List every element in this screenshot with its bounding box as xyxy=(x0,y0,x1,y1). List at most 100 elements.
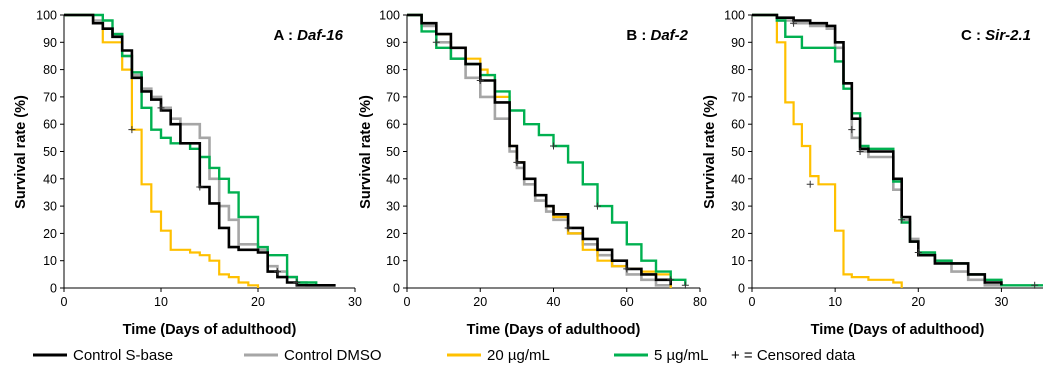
panel-title-gene: Sir-2.1 xyxy=(985,27,1031,44)
y-tick-label: 60 xyxy=(731,118,745,132)
panel-a-x-axis-label: Time (Days of adulthood) xyxy=(123,322,297,338)
censored-marker xyxy=(898,216,906,224)
x-tick-label: 20 xyxy=(251,295,265,309)
panel-a-title: A : Daf-16 xyxy=(274,27,344,44)
panel-a-y-axis-label: Survival rate (%) xyxy=(13,95,29,209)
y-tick-label: 0 xyxy=(738,282,745,296)
y-tick-label: 90 xyxy=(386,36,400,50)
y-tick-label: 80 xyxy=(43,63,57,77)
panel-b-y-axis-label: Survival rate (%) xyxy=(358,95,374,209)
y-tick-label: 70 xyxy=(731,90,745,104)
y-tick-label: 60 xyxy=(43,118,57,132)
y-tick-label: 80 xyxy=(386,63,400,77)
y-tick-label: 70 xyxy=(386,90,400,104)
y-tick-label: 10 xyxy=(386,254,400,268)
legend-censored-note: + = Censored data xyxy=(731,347,856,364)
censored-marker xyxy=(196,183,204,191)
y-tick-label: 40 xyxy=(386,172,400,186)
x-tick-label: 10 xyxy=(828,295,842,309)
panel-b-series-5-ug-ml xyxy=(407,13,687,286)
x-tick-label: 10 xyxy=(154,295,168,309)
censored-marker xyxy=(128,126,136,134)
panel-title-prefix: B : xyxy=(626,27,650,44)
y-tick-label: 100 xyxy=(36,9,57,23)
x-tick-label: 60 xyxy=(620,295,634,309)
panel-c-x-axis-label: Time (Days of adulthood) xyxy=(811,322,985,338)
panel-c-series-20-ug-ml xyxy=(752,13,903,288)
y-tick-label: 20 xyxy=(386,227,400,241)
panel-title-prefix: A : xyxy=(274,27,298,44)
y-tick-label: 10 xyxy=(731,254,745,268)
y-tick-label: 10 xyxy=(43,254,57,268)
censored-marker xyxy=(806,180,814,188)
x-tick-label: 0 xyxy=(61,295,68,309)
y-tick-label: 100 xyxy=(724,9,745,23)
y-tick-label: 90 xyxy=(43,36,57,50)
y-tick-label: 50 xyxy=(386,145,400,159)
y-tick-label: 40 xyxy=(731,172,745,186)
y-tick-label: 70 xyxy=(43,90,57,104)
censored-marker xyxy=(681,281,689,289)
censored-marker xyxy=(273,268,281,276)
y-tick-label: 80 xyxy=(731,63,745,77)
censored-marker xyxy=(432,38,440,46)
censored-marker xyxy=(848,126,856,134)
censored-marker xyxy=(476,77,484,85)
censored-marker xyxy=(1031,281,1039,289)
panel-c-series-5-ug-ml xyxy=(752,13,1043,287)
panel-title-gene: Daf-2 xyxy=(650,27,688,44)
legend-label-5-ug-ml: 5 µg/mL xyxy=(654,347,709,364)
censored-marker xyxy=(157,104,165,112)
x-tick-label: 0 xyxy=(404,295,411,309)
y-tick-label: 30 xyxy=(386,200,400,214)
x-tick-label: 30 xyxy=(348,295,362,309)
y-tick-label: 30 xyxy=(43,200,57,214)
panel-b-series-20-ug-ml xyxy=(407,13,672,288)
censored-marker xyxy=(856,148,864,155)
x-tick-label: 40 xyxy=(547,295,561,309)
censored-marker xyxy=(293,279,301,287)
panel-c-y-axis-label: Survival rate (%) xyxy=(702,95,718,209)
y-tick-label: 0 xyxy=(393,282,400,296)
censored-marker xyxy=(623,265,631,273)
panel-b: 0 10 20 30 40 50 60 70 80 90 100 0 20 40 60 80 Time (Day… xyxy=(358,9,707,339)
y-tick-label: 100 xyxy=(379,9,400,23)
panel-c: 0 10 20 30 40 50 60 70 80 90 100 0 10 20 30 Time (Days … xyxy=(702,9,1043,338)
legend: Control S-base Control DMSO 20 µg/mL 5 µg/m… xyxy=(33,347,856,364)
y-tick-label: 90 xyxy=(731,36,745,50)
x-tick-label: 80 xyxy=(693,295,707,309)
y-tick-label: 50 xyxy=(731,145,745,159)
legend-label-control-s-base: Control S-base xyxy=(73,347,173,364)
censored-marker xyxy=(667,276,675,284)
y-tick-label: 20 xyxy=(43,227,57,241)
censored-marker xyxy=(593,202,601,210)
censored-marker xyxy=(914,249,922,257)
panel-b-series-control-s-base xyxy=(407,13,672,286)
censored-marker xyxy=(550,142,557,150)
censored-marker xyxy=(564,224,572,232)
y-tick-label: 20 xyxy=(731,227,745,241)
panel-a-series-control-s-base xyxy=(64,13,336,287)
panel-b-x-axis-label: Time (Days of adulthood) xyxy=(467,322,641,338)
panel-b-title: B : Daf-2 xyxy=(626,27,688,44)
legend-label-control-dmso: Control DMSO xyxy=(284,347,382,364)
x-tick-label: 20 xyxy=(911,295,925,309)
y-tick-label: 50 xyxy=(43,145,57,159)
x-tick-label: 30 xyxy=(994,295,1008,309)
panel-title-prefix: C : xyxy=(961,27,985,44)
x-tick-label: 20 xyxy=(473,295,487,309)
censored-marker xyxy=(790,19,798,27)
panel-b-series-control-dmso xyxy=(407,13,672,288)
y-tick-label: 0 xyxy=(50,282,57,296)
panel-c-series-control-dmso xyxy=(752,13,1002,287)
panel-a-series-5-ug-ml xyxy=(64,13,318,286)
panel-title-gene: Daf-16 xyxy=(297,27,344,44)
x-tick-label: 0 xyxy=(749,295,756,309)
panel-c-title: C : Sir-2.1 xyxy=(961,27,1031,44)
panel-a: 0 10 20 30 40 50 60 70 80 90 100 0 10 20 30 Time (Days … xyxy=(13,9,362,339)
panel-c-series-control-s-base xyxy=(752,13,1003,286)
legend-label-20-ug-ml: 20 µg/mL xyxy=(487,347,550,364)
censored-marker xyxy=(513,158,521,166)
y-tick-label: 60 xyxy=(386,118,400,132)
